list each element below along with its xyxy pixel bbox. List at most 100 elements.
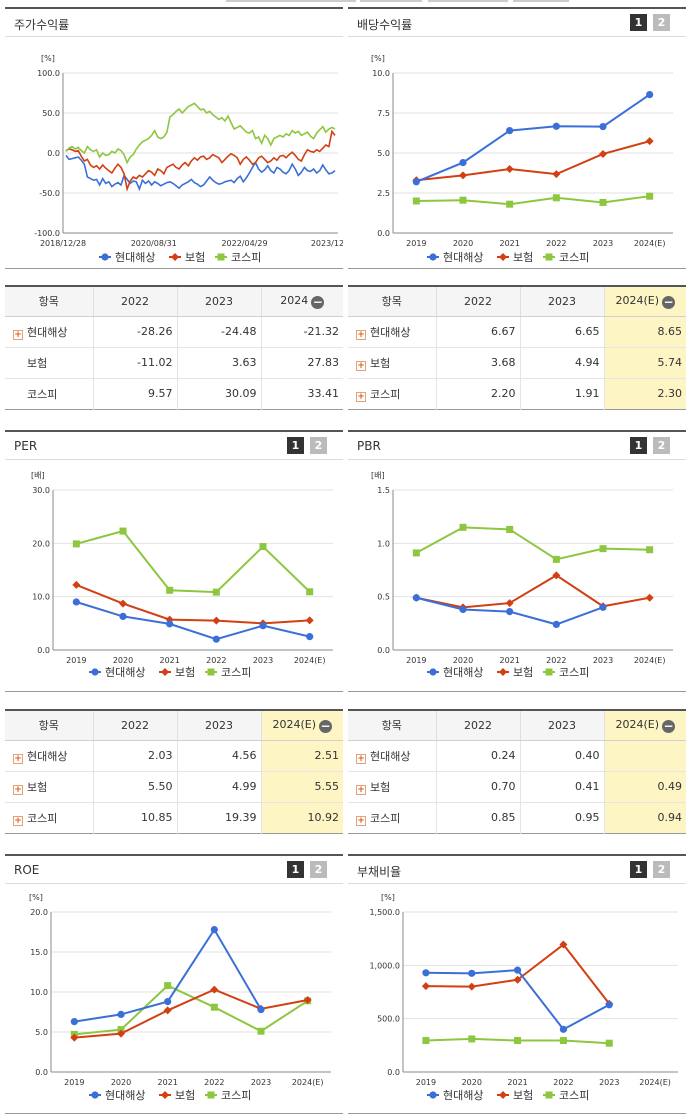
expand-plus-icon[interactable]: + — [13, 815, 23, 826]
roe-legend-2: 코스피 — [221, 1089, 251, 1102]
debt-ratio-point-2-0 — [422, 1037, 430, 1045]
roe-ytick-label: 0.0 — [35, 1068, 48, 1077]
expand-plus-icon[interactable]: + — [356, 753, 366, 764]
per-page-2-button[interactable]: 2 — [310, 437, 327, 454]
dividend-yield-row-label: 보험 — [370, 356, 391, 370]
debt-ratio-header: 부채비율 1 2 — [348, 856, 686, 884]
dividend-yield-point-1-2 — [505, 165, 514, 173]
dividend-yield-value-cell: 4.94 — [519, 347, 604, 379]
debt-ratio-legend-marker-0 — [429, 1091, 437, 1099]
roe-xtick-label: 2022 — [204, 1078, 224, 1087]
roe-page-2-button[interactable]: 2 — [310, 861, 327, 878]
dividend-yield-page-2-button[interactable]: 2 — [653, 14, 670, 31]
debt-ratio-legend-marker-1 — [499, 1091, 507, 1099]
roe-chart: 20.0 15.0 10.0 5.0 0.0 [%] 2019 2020 2021 2022 202… — [5, 884, 343, 1112]
dividend-yield-point-0-0 — [412, 178, 420, 186]
pbr-page-2-button[interactable]: 2 — [653, 437, 670, 454]
debt-ratio-page-1-button[interactable]: 1 — [630, 861, 647, 878]
roe-header: ROE 1 2 — [5, 856, 343, 884]
dividend-yield-table-row: + 보험 3.68 4.94 5.74 — [348, 347, 686, 379]
per-legend-0: 현대해상 — [105, 665, 145, 679]
pbr-page-1-button[interactable]: 1 — [630, 437, 647, 454]
pbr-point-0-0 — [412, 594, 420, 602]
per-chart-border — [5, 691, 343, 692]
dividend-yield-page-1-button[interactable]: 1 — [630, 14, 647, 31]
pbr-xtick-label: 2022 — [546, 656, 566, 665]
stock-return-table-header-row: 항목 2022 2023 2024− — [5, 286, 343, 317]
dividend-yield-point-1-3 — [552, 170, 561, 179]
pbr-collapse-icon[interactable]: − — [662, 718, 676, 733]
dividend-yield-legend-1: 보험 — [513, 251, 533, 264]
pbr-col-header-label: 2022 — [464, 718, 492, 732]
pbr-point-2-5 — [646, 546, 654, 554]
expand-plus-icon[interactable]: + — [356, 329, 366, 340]
dividend-yield-point-0-4 — [599, 123, 607, 131]
expand-plus-icon[interactable]: + — [356, 784, 366, 795]
stock-return-legend-1: 보험 — [185, 251, 205, 264]
stock-return-legend-0: 현대해상 — [115, 250, 155, 264]
dividend-yield-xtick-label: 2019 — [406, 239, 426, 248]
debt-ratio-xtick-label: 2019 — [416, 1078, 436, 1087]
per-row-label: 보험 — [27, 780, 48, 794]
roe-point-1-1 — [117, 1029, 125, 1038]
roe-point-2-3 — [210, 1003, 218, 1011]
debt-ratio-point-0-0 — [422, 969, 430, 977]
dividend-yield-point-1-1 — [459, 171, 467, 180]
expand-plus-icon[interactable]: + — [356, 815, 366, 826]
per-xtick-label: 2020 — [113, 656, 133, 665]
per-point-2-4 — [259, 543, 267, 551]
pbr-table-row: + 보험 0.70 0.41 0.49 — [348, 771, 686, 803]
roe-chart-svg: 20.0 15.0 10.0 5.0 0.0 [%] 2019 2020 2021 2022 202… — [29, 893, 331, 1102]
dividend-yield-collapse-icon[interactable]: − — [662, 294, 676, 309]
expand-plus-icon[interactable]: + — [13, 329, 23, 340]
expand-plus-icon[interactable]: + — [356, 360, 366, 371]
dividend-yield-value-cell: 1.91 — [519, 378, 604, 409]
stock-return-row-label-cell: + 현대해상 — [5, 316, 93, 348]
expand-plus-icon[interactable]: + — [356, 391, 366, 402]
roe-point-2-4 — [257, 1027, 265, 1035]
debt-ratio-page-2-button[interactable]: 2 — [653, 861, 670, 878]
dividend-yield-table-row: + 코스피 2.20 1.91 2.30 — [348, 378, 686, 409]
dividend-yield-xtick-label: 2024(E) — [634, 239, 666, 248]
per-value-cell: 5.50 — [92, 771, 177, 803]
expand-plus-icon[interactable]: + — [13, 784, 23, 795]
pbr-chart: 1.5 1.0 0.5 0.0 [배] 2019 2020 2021 2022 2023 2024(… — [348, 460, 686, 690]
debt-ratio-point-1-3 — [559, 940, 568, 949]
pbr-ytick-label: 0.0 — [377, 646, 390, 655]
roe-page-1-button[interactable]: 1 — [287, 861, 304, 878]
per-page-1-button[interactable]: 1 — [287, 437, 304, 454]
debt-ratio-title: 부채비율 — [357, 865, 402, 879]
dividend-yield-ytick-label: 7.5 — [377, 109, 390, 118]
stock-return-chart-svg: 100.0 50.0 0.0 -50.0 -100.0 [%] 2018/12/28 2020… — [34, 54, 343, 264]
per-collapse-icon[interactable]: − — [319, 718, 333, 733]
roe-legend-0: 현대해상 — [105, 1088, 145, 1102]
per-point-1-0 — [72, 580, 81, 589]
stock-return-col-header: 2024− — [260, 286, 343, 317]
pbr-point-0-2 — [506, 608, 514, 616]
roe-point-1-3 — [210, 985, 219, 994]
debt-ratio-point-1-1 — [467, 982, 476, 991]
per-point-1-1 — [119, 599, 127, 608]
dividend-yield-series-line-0 — [415, 93, 651, 183]
stock-return-xtick-label: 2020/08/31 — [131, 239, 177, 248]
roe-legend-marker-1 — [161, 1091, 169, 1099]
stock-return-ytick-label: 0.0 — [47, 149, 60, 158]
per-unit-label: [배] — [31, 471, 45, 480]
pbr-legend-marker-1 — [499, 668, 507, 676]
per-ytick-label: 0.0 — [37, 646, 50, 655]
pbr-point-0-3 — [552, 620, 560, 628]
pbr-value-cell: 0.24 — [435, 740, 520, 772]
stock-return-collapse-icon[interactable]: − — [311, 294, 325, 309]
debt-ratio-legend-2: 코스피 — [559, 1089, 589, 1102]
roe-xtick-label: 2020 — [111, 1078, 131, 1087]
expand-plus-icon[interactable]: + — [13, 753, 23, 764]
debt-ratio-point-0-3 — [559, 1025, 568, 1033]
stock-return-ytick-label: 50.0 — [42, 109, 60, 118]
dividend-yield-xtick-label: 2023 — [593, 239, 613, 248]
per-legend-marker-2 — [207, 668, 215, 676]
per-xtick-label: 2019 — [66, 656, 86, 665]
per-point-2-1 — [119, 527, 127, 535]
debt-ratio-point-0-2 — [513, 966, 522, 974]
per-point-1-5 — [305, 616, 314, 625]
dividend-yield-point-0-3 — [552, 122, 560, 130]
